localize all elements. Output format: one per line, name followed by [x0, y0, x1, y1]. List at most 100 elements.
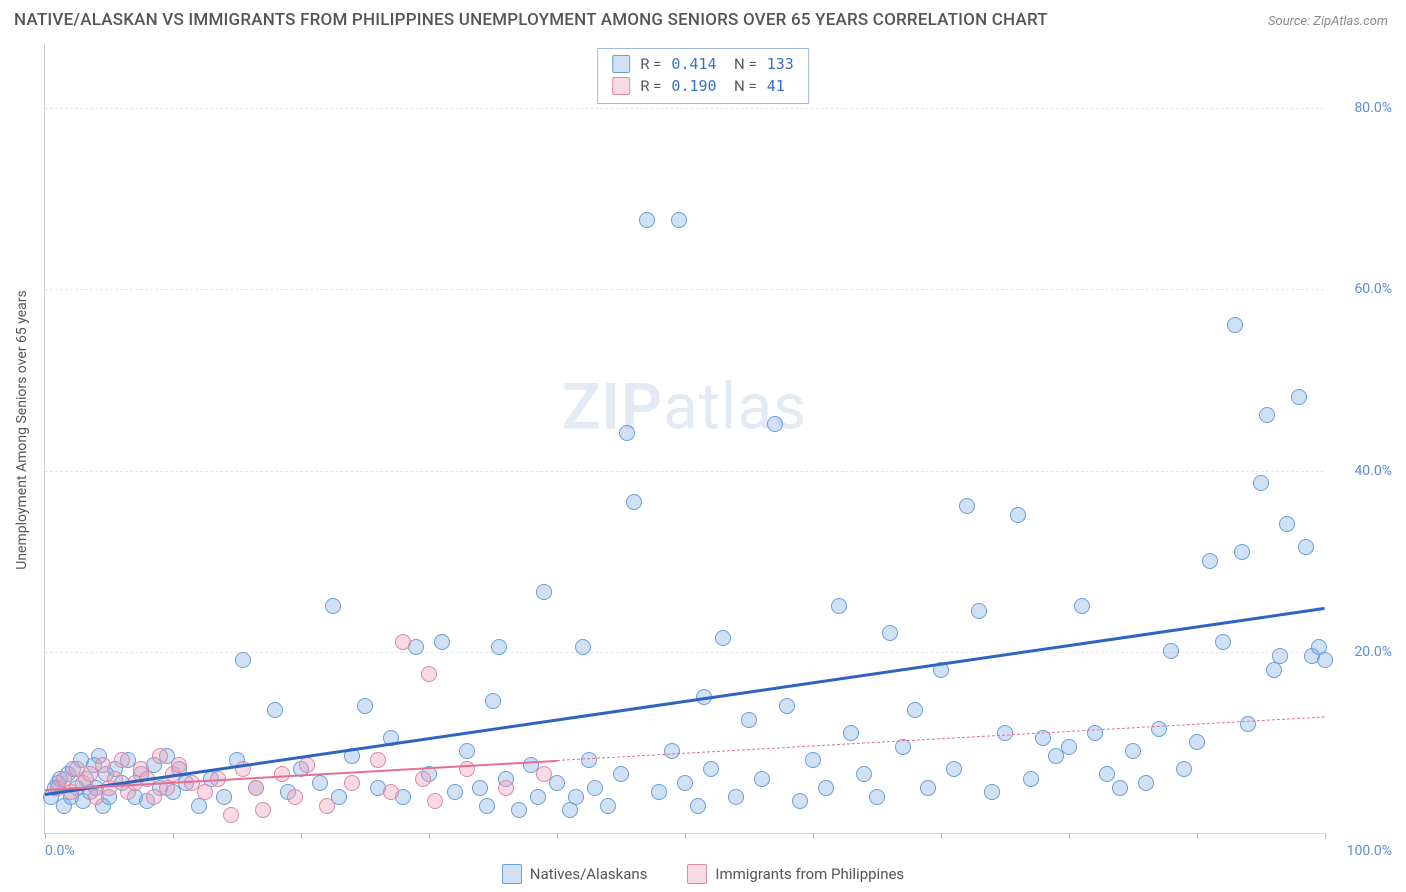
natives-point — [1234, 544, 1250, 560]
series-legend-item: Immigrants from Philippines — [687, 864, 904, 884]
legend-r-key: R = — [640, 53, 661, 75]
natives-point — [235, 652, 251, 668]
legend-r-val: 0.414 — [671, 53, 716, 75]
immigrants-point — [421, 666, 437, 682]
natives-point — [1317, 652, 1333, 668]
natives-point — [1202, 553, 1218, 569]
natives-point — [690, 798, 706, 814]
natives-point — [843, 725, 859, 741]
scatter-plot-area: ZIPatlas 20.0%40.0%60.0%80.0%0.0%100.0% — [44, 44, 1324, 834]
natives-point — [671, 212, 687, 228]
y-tick-label: 60.0% — [1354, 281, 1392, 297]
immigrants-point — [415, 771, 431, 787]
natives-point — [511, 802, 527, 818]
gridline — [45, 289, 1324, 290]
immigrants-point — [95, 757, 111, 773]
legend-row: R =0.414 N =133 — [612, 53, 794, 75]
natives-point — [831, 598, 847, 614]
x-tick — [1069, 833, 1070, 839]
immigrants-point — [536, 766, 552, 782]
natives-point — [216, 789, 232, 805]
immigrants-point — [114, 752, 130, 768]
natives-point — [703, 761, 719, 777]
natives-point — [267, 702, 283, 718]
legend-r-key: R = — [640, 75, 661, 97]
chart-title: NATIVE/ALASKAN VS IMMIGRANTS FROM PHILIP… — [14, 10, 1048, 30]
x-tick — [45, 833, 46, 839]
immigrants-point — [223, 807, 239, 823]
legend-swatch — [612, 77, 630, 95]
immigrants-point — [171, 757, 187, 773]
y-tick-label: 20.0% — [1354, 644, 1392, 660]
natives-point — [357, 698, 373, 714]
immigrants-point — [498, 780, 514, 796]
natives-point — [485, 693, 501, 709]
natives-point — [613, 766, 629, 782]
natives-point — [664, 743, 680, 759]
natives-point — [818, 780, 834, 796]
natives-point — [447, 784, 463, 800]
x-tick — [1197, 833, 1198, 839]
natives-point — [882, 625, 898, 641]
natives-point — [619, 425, 635, 441]
immigrants-trendline-ext — [557, 716, 1325, 761]
natives-point — [779, 698, 795, 714]
natives-point — [677, 775, 693, 791]
natives-point — [626, 494, 642, 510]
series-legend-label: Natives/Alaskans — [530, 865, 648, 883]
legend-n-key: N = — [727, 53, 757, 75]
natives-point — [856, 766, 872, 782]
y-tick-label: 80.0% — [1354, 100, 1392, 116]
natives-trendline — [45, 607, 1325, 796]
immigrants-point — [427, 793, 443, 809]
series-legend-label: Immigrants from Philippines — [715, 865, 904, 883]
natives-point — [459, 743, 475, 759]
legend-row: R =0.190 N = 41 — [612, 75, 794, 97]
natives-point — [1112, 780, 1128, 796]
natives-point — [1176, 761, 1192, 777]
natives-point — [575, 639, 591, 655]
natives-point — [1215, 634, 1231, 650]
immigrants-point — [248, 780, 264, 796]
immigrants-point — [299, 757, 315, 773]
y-axis-label: Unemployment Among Seniors over 65 years — [14, 290, 30, 570]
natives-point — [651, 784, 667, 800]
natives-point — [1266, 662, 1282, 678]
natives-point — [869, 789, 885, 805]
natives-point — [562, 802, 578, 818]
natives-point — [1253, 475, 1269, 491]
immigrants-point — [319, 798, 335, 814]
natives-point — [715, 630, 731, 646]
natives-point — [767, 416, 783, 432]
natives-point — [907, 702, 923, 718]
legend-swatch — [502, 864, 522, 884]
immigrants-point — [370, 752, 386, 768]
immigrants-point — [197, 784, 213, 800]
immigrants-point — [344, 775, 360, 791]
x-tick — [685, 833, 686, 839]
natives-point — [312, 775, 328, 791]
legend-swatch — [612, 55, 630, 73]
natives-point — [754, 771, 770, 787]
x-tick — [173, 833, 174, 839]
natives-point — [1099, 766, 1115, 782]
x-tick — [813, 833, 814, 839]
natives-point — [1010, 507, 1026, 523]
natives-point — [568, 789, 584, 805]
natives-point — [1291, 389, 1307, 405]
x-tick-label: 0.0% — [45, 843, 75, 859]
x-tick — [429, 833, 430, 839]
natives-point — [959, 498, 975, 514]
natives-point — [728, 789, 744, 805]
natives-point — [1023, 771, 1039, 787]
x-tick — [941, 833, 942, 839]
immigrants-point — [383, 784, 399, 800]
legend-n-key: N = — [727, 75, 757, 97]
natives-point — [191, 798, 207, 814]
natives-point — [1240, 716, 1256, 732]
natives-point — [479, 798, 495, 814]
natives-point — [1138, 775, 1154, 791]
x-tick — [557, 833, 558, 839]
natives-point — [536, 584, 552, 600]
gridline — [45, 108, 1324, 109]
